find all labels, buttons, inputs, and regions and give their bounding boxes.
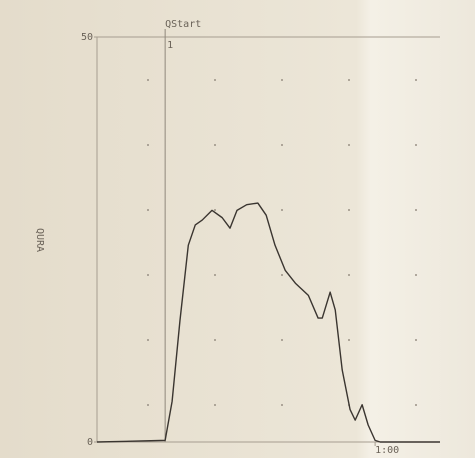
y-tick-label: 0: [87, 437, 93, 448]
annotation: QStart: [165, 19, 201, 30]
grid-dots: [97, 37, 440, 442]
page: {"chart_data": { "type": "line", "y_labe…: [0, 0, 475, 458]
annotation: 1: [167, 40, 173, 51]
y-tick-label: 50: [81, 32, 93, 43]
chart: QURA 0 50 1:00 QStart 1: [0, 0, 475, 458]
y-axis-label: QURA: [34, 228, 45, 252]
x-tick-label: 1:00: [375, 445, 399, 456]
